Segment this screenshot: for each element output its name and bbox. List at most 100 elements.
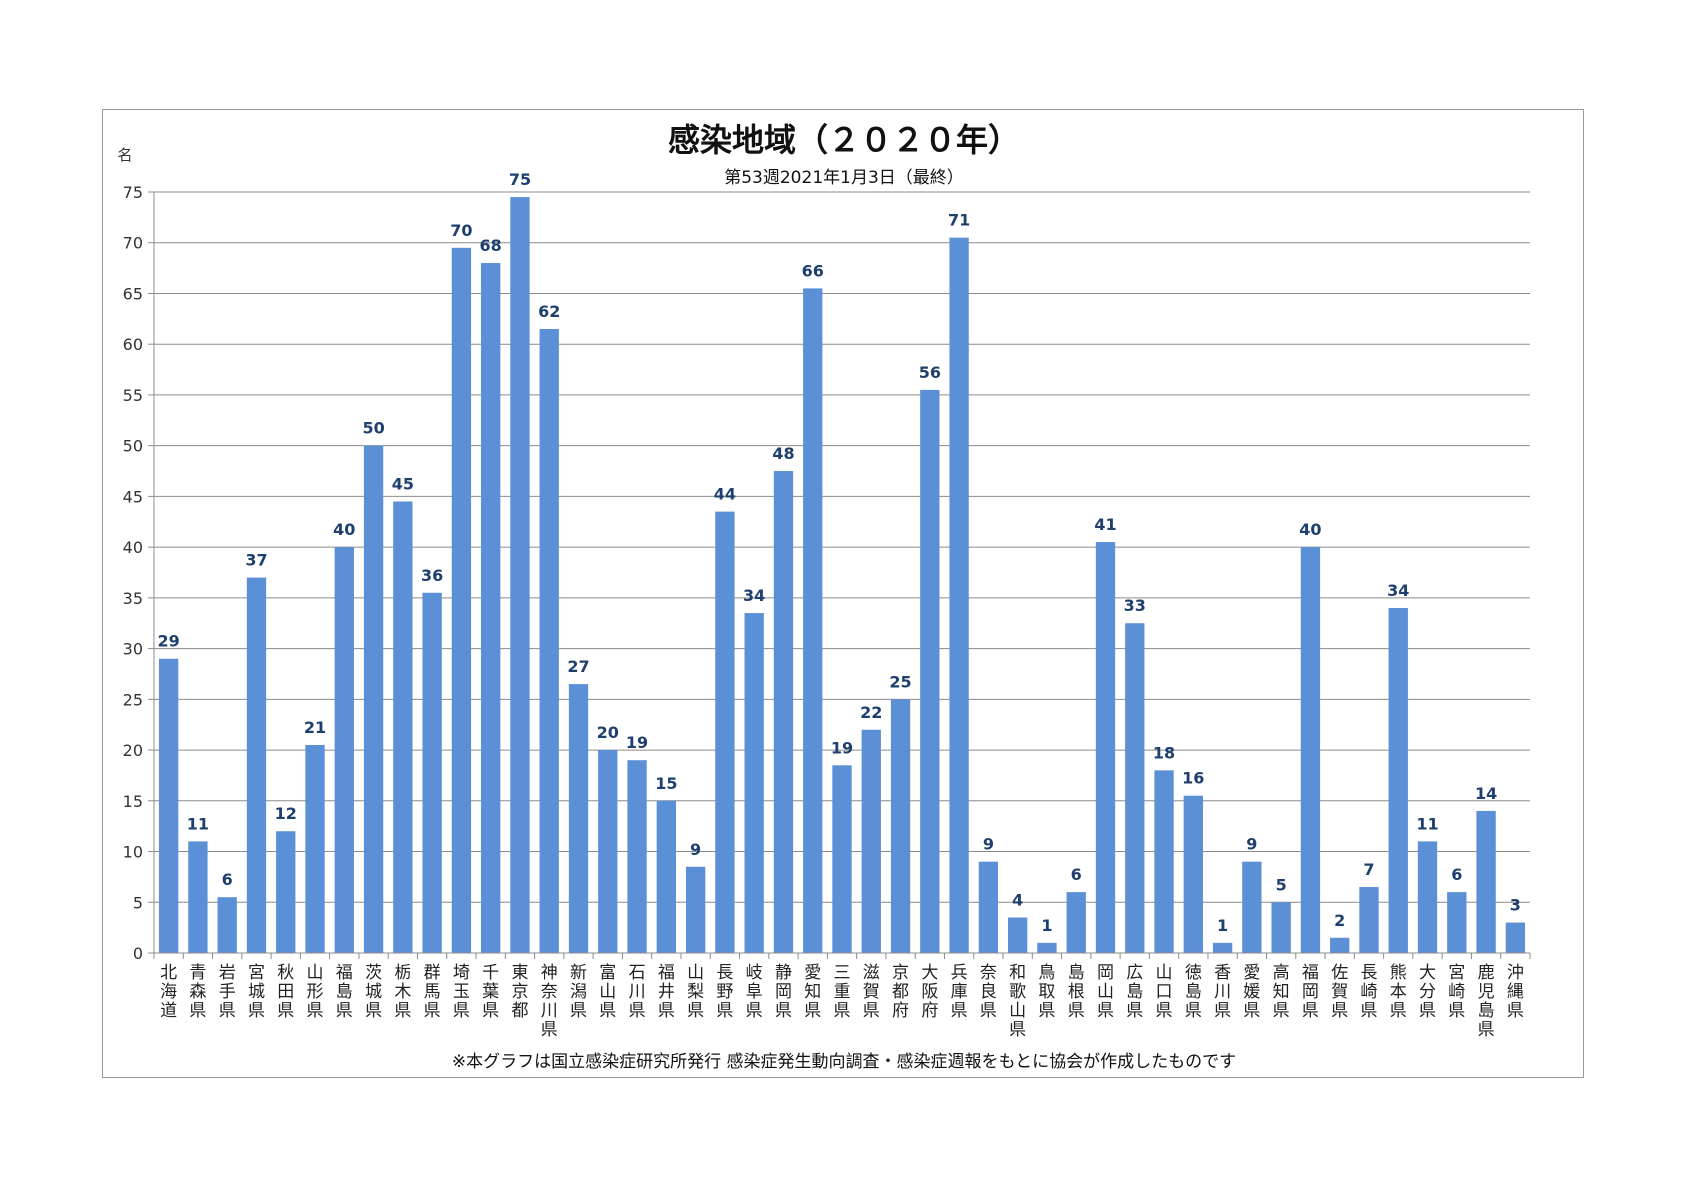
bar (158, 658, 179, 953)
x-category-label: 沖縄県 (1507, 963, 1524, 1021)
bar-value-label: 66 (802, 261, 824, 280)
bar-value-label: 33 (1124, 596, 1146, 615)
bar-value-label: 7 (1363, 860, 1374, 879)
bar-value-label: 1 (1217, 916, 1228, 935)
x-category-label: 大分県 (1419, 963, 1436, 1021)
x-category-label: 徳島県 (1185, 963, 1202, 1021)
bar (1300, 547, 1321, 953)
bars (158, 197, 1526, 954)
x-category-label: 栃木県 (394, 963, 411, 1021)
y-tick-label: 50 (123, 437, 143, 456)
bar-value-label: 21 (304, 718, 326, 737)
bar-value-label: 40 (1299, 520, 1321, 539)
x-category-label: 岩手県 (219, 963, 236, 1021)
x-category-label: 兵庫県 (951, 963, 968, 1021)
bar-value-label: 14 (1475, 784, 1497, 803)
bar (685, 866, 706, 953)
bar (1154, 770, 1174, 953)
x-category-label: 愛知県 (804, 963, 821, 1021)
chart-frame: 感染地域（２０２０年） 第53週2021年1月3日（最終） 名 0 5 10 15 20… (102, 109, 1584, 1078)
x-category-label: 熊本県 (1390, 963, 1407, 1021)
y-tick-label: 0 (133, 944, 143, 963)
x-category-label: 山口県 (1156, 963, 1173, 1021)
y-tick-label: 25 (123, 690, 143, 709)
x-category-label: 青森県 (189, 963, 206, 1021)
x-category-label: 宮崎県 (1448, 963, 1465, 1021)
bar (1447, 892, 1467, 953)
bar (744, 613, 764, 953)
bar-value-label: 6 (1451, 865, 1462, 884)
bar (1007, 917, 1028, 953)
x-category-label: 長野県 (716, 963, 733, 1021)
bar-value-label: 20 (597, 723, 619, 742)
bar-value-label: 70 (450, 221, 472, 240)
bar (1330, 937, 1350, 953)
x-category-label: 群馬県 (424, 963, 441, 1021)
x-category-label: 新潟県 (570, 963, 587, 1021)
bar-value-label: 50 (362, 419, 384, 438)
bar-value-label: 68 (480, 236, 502, 255)
bar (773, 471, 794, 953)
bar (656, 800, 677, 953)
bar-value-label: 75 (509, 170, 531, 189)
bar-value-label: 27 (567, 657, 589, 676)
bar (978, 861, 999, 953)
bar (1242, 861, 1262, 953)
y-tick-label: 60 (123, 335, 143, 354)
y-tick-label: 30 (123, 640, 143, 659)
bar-value-label: 9 (690, 840, 701, 859)
bar-value-label: 2 (1334, 911, 1345, 930)
x-category-label: 茨城県 (365, 963, 382, 1021)
bar (832, 765, 852, 953)
x-category-label: 和歌山県 (1009, 963, 1026, 1040)
bar-value-label: 16 (1182, 769, 1204, 788)
x-category-label: 山形県 (307, 963, 324, 1021)
bar (1505, 922, 1526, 953)
x-category-label: 奈良県 (980, 963, 997, 1021)
x-axis-categories: 北海道青森県岩手県宮城県秋田県山形県福島県茨城県栃木県群馬県埼玉県千葉県東京都神… (153, 953, 1531, 1040)
bar (715, 511, 735, 953)
x-category-label: 滋賀県 (863, 963, 880, 1021)
bar-value-label: 48 (772, 444, 794, 463)
bar (920, 389, 940, 953)
bar (276, 831, 296, 953)
bar (363, 445, 384, 953)
bar (1095, 542, 1116, 953)
bar-value-label: 34 (1387, 581, 1409, 600)
bar (334, 547, 354, 953)
value-labels: 2911637122140504536706875622720191594434… (158, 170, 1521, 935)
x-category-label: 鹿児島県 (1478, 963, 1495, 1040)
bar-value-label: 45 (392, 474, 414, 493)
y-tick-label: 45 (123, 487, 143, 506)
bar-value-label: 6 (1071, 865, 1082, 884)
bar-value-label: 19 (831, 738, 853, 757)
bar-value-label: 18 (1153, 743, 1175, 762)
y-tick-label: 10 (123, 843, 143, 862)
bar (598, 750, 618, 953)
bar (890, 699, 911, 953)
bar-value-label: 25 (889, 672, 911, 691)
chart-subtitle: 第53週2021年1月3日（最終） (724, 168, 964, 188)
bar (949, 237, 969, 953)
bar-value-label: 71 (948, 211, 970, 230)
x-category-label: 石川県 (629, 963, 646, 1021)
bar-value-label: 37 (245, 551, 267, 570)
bar (451, 247, 472, 954)
bar-value-label: 36 (421, 566, 443, 585)
y-axis-unit-label: 名 (117, 146, 132, 164)
x-category-label: 埼玉県 (453, 963, 470, 1021)
bar (393, 501, 413, 953)
bar-value-label: 56 (919, 363, 941, 382)
bar (422, 592, 442, 953)
x-category-label: 秋田県 (277, 963, 294, 1021)
x-category-label: 東京都 (511, 963, 528, 1021)
x-category-label: 富山県 (599, 963, 616, 1021)
x-category-label: 大阪府 (921, 963, 938, 1021)
y-tick-label: 65 (123, 284, 143, 303)
x-category-label: 静岡県 (775, 963, 792, 1021)
x-category-label: 福島県 (336, 963, 353, 1021)
x-category-label: 宮城県 (248, 963, 265, 1021)
x-category-label: 岡山県 (1097, 963, 1114, 1021)
bar-value-label: 4 (1012, 890, 1023, 909)
bar (481, 263, 501, 953)
